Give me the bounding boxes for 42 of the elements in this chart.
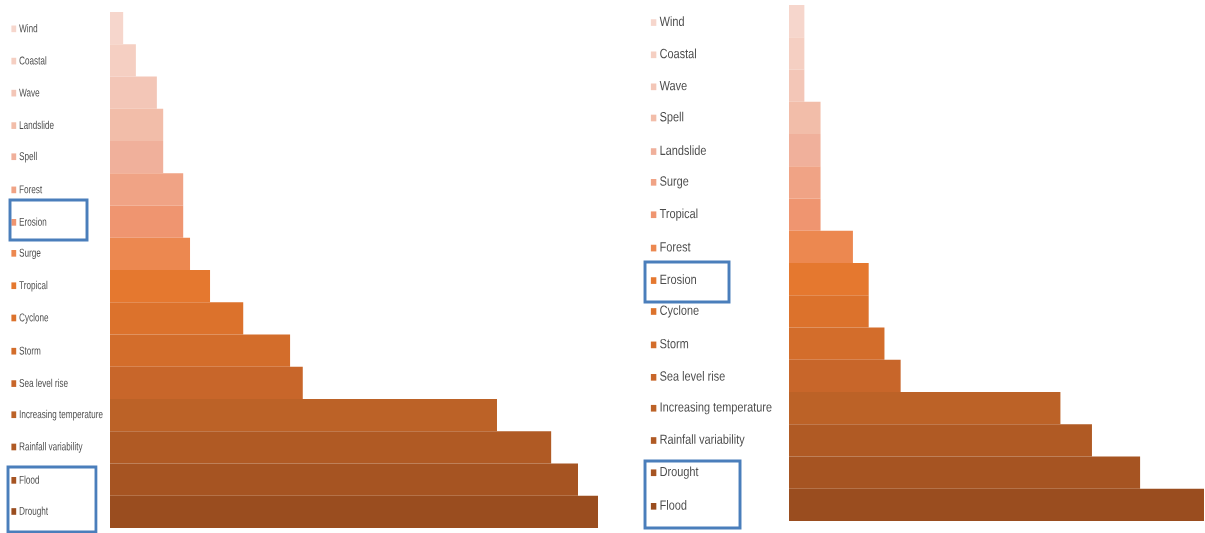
y-tick-label: Coastal bbox=[19, 55, 47, 65]
y-tick-label: Wave bbox=[19, 88, 40, 97]
y-tick-label: Flood bbox=[660, 499, 687, 510]
y-tick-label: Rainfall variability bbox=[19, 441, 83, 453]
bar bbox=[110, 108, 164, 141]
bar bbox=[789, 101, 821, 134]
y-tick-label: Landslide bbox=[19, 120, 54, 129]
y-tick-label: Surge bbox=[660, 176, 689, 189]
y-tick-label: Wind bbox=[659, 16, 684, 26]
bar bbox=[789, 166, 821, 199]
y-tick-label: Flood bbox=[19, 475, 39, 484]
bar bbox=[789, 133, 821, 167]
y-tick-label: Surge bbox=[19, 248, 41, 259]
y-tick-label: Coastal bbox=[660, 48, 696, 59]
bar bbox=[789, 230, 853, 263]
y-tick-label: Rainfall variability bbox=[660, 433, 745, 447]
bar bbox=[110, 140, 164, 174]
y-tick-label: Forest bbox=[19, 185, 43, 194]
bar bbox=[789, 198, 821, 231]
y-tick-label: Spell bbox=[19, 151, 37, 163]
y-tick-label: Sea level rise bbox=[19, 378, 68, 387]
y-tick-label: Increasing temperature bbox=[19, 409, 103, 421]
y-tick-label: Drought bbox=[660, 466, 699, 479]
y-tick-label: Spell bbox=[660, 111, 684, 124]
y-tick-label: Increasing temperature bbox=[660, 401, 772, 415]
bar bbox=[110, 173, 184, 206]
y-tick-label: Tropical bbox=[19, 280, 48, 292]
y-tick-label: Cyclone bbox=[19, 312, 49, 324]
bar bbox=[110, 237, 191, 270]
y-tick-label: Tropical bbox=[659, 208, 698, 221]
y-tick-label: Erosion bbox=[660, 274, 696, 284]
y-tick-label: Erosion bbox=[19, 217, 47, 226]
y-tick-label: Storm bbox=[660, 338, 689, 349]
bar bbox=[110, 205, 184, 238]
y-tick-label: Drought bbox=[19, 506, 49, 517]
y-tick-label: Forest bbox=[660, 241, 691, 252]
y-tick-label: Landslide bbox=[660, 145, 706, 155]
y-tick-label: Sea level rise bbox=[660, 370, 725, 381]
y-tick-label: Cyclone bbox=[660, 304, 699, 318]
y-tick-label: Wave bbox=[659, 80, 687, 91]
y-tick-label: Storm bbox=[19, 346, 41, 355]
y-tick-label: Wind bbox=[19, 23, 38, 33]
